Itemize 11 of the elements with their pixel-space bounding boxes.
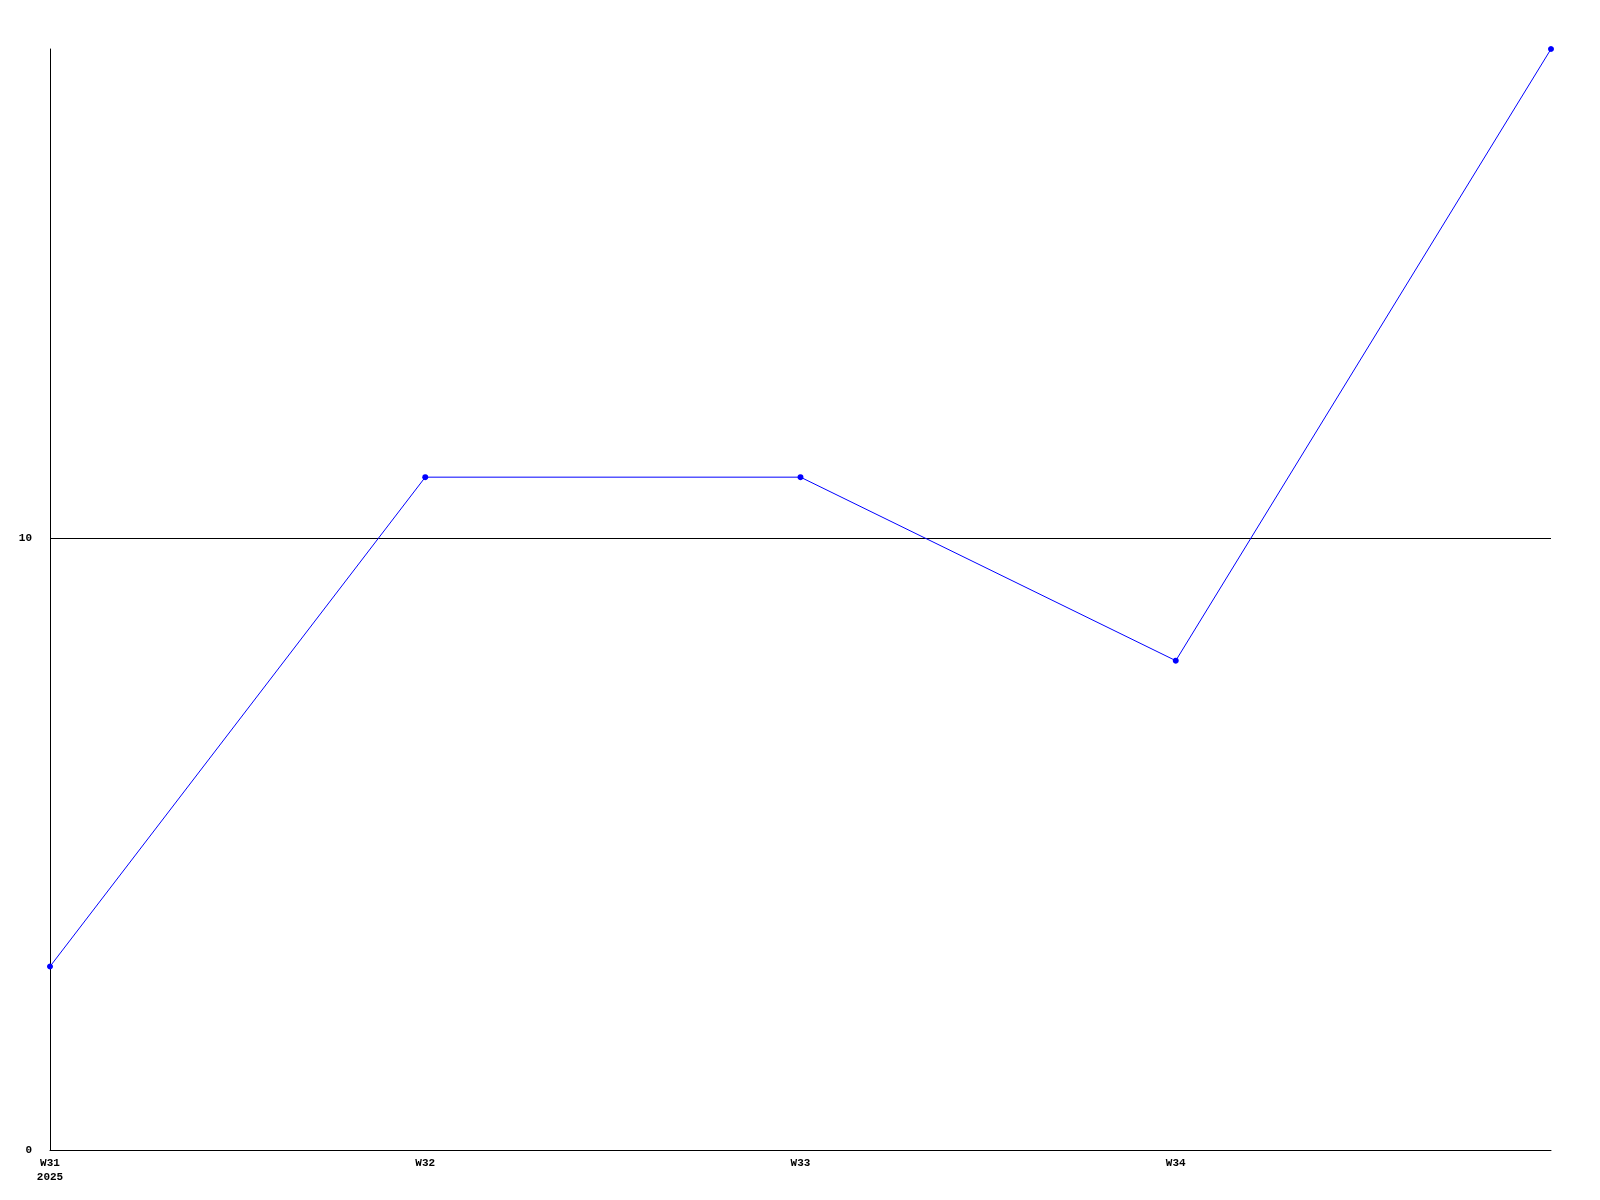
y-tick-label: 10 <box>18 532 32 545</box>
point <box>1172 657 1179 664</box>
point <box>797 474 804 481</box>
y-tick-label: 0 <box>25 1144 32 1156</box>
x-tick-label: W31 2025 <box>36 1157 64 1183</box>
point <box>1548 46 1554 52</box>
x-tick-label: W34 <box>1165 1157 1187 1169</box>
x-tick-label: W33 <box>790 1157 811 1169</box>
point <box>47 963 53 970</box>
x-tick-label: W32 <box>415 1157 436 1169</box>
point <box>422 474 429 481</box>
